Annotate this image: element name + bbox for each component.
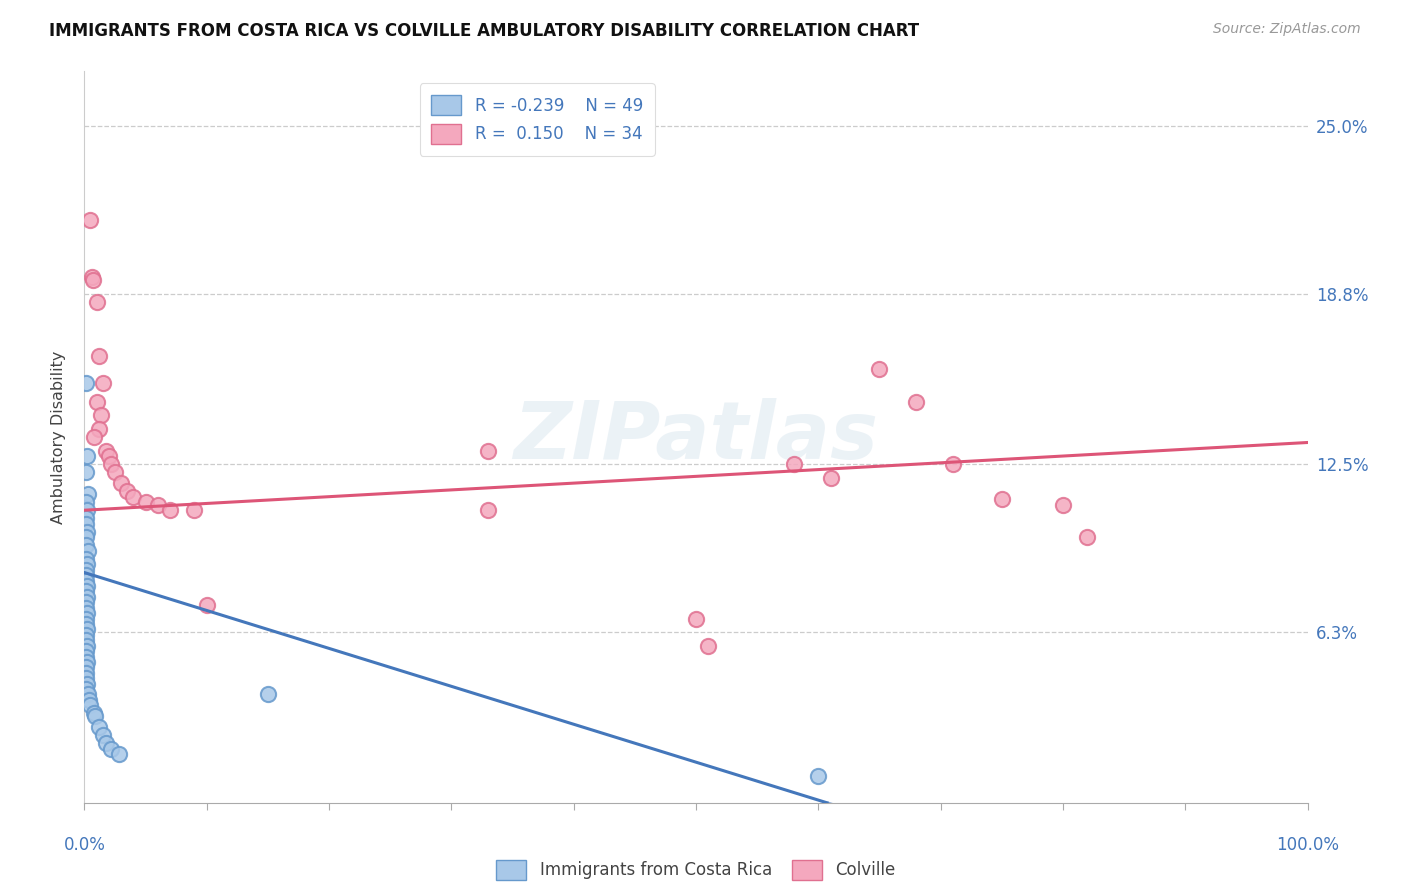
Point xyxy=(195,598,218,612)
Point xyxy=(75,665,97,680)
Point xyxy=(77,487,100,501)
Point xyxy=(75,671,97,685)
Point xyxy=(75,538,97,552)
Point xyxy=(75,660,97,674)
Point xyxy=(91,728,114,742)
Text: 100.0%: 100.0% xyxy=(1277,836,1339,854)
Point xyxy=(76,639,98,653)
Text: Source: ZipAtlas.com: Source: ZipAtlas.com xyxy=(1213,22,1361,37)
Point xyxy=(820,471,842,485)
Point xyxy=(87,349,110,363)
Point xyxy=(1052,498,1074,512)
Legend: Immigrants from Costa Rica, Colville: Immigrants from Costa Rica, Colville xyxy=(488,851,904,888)
Point xyxy=(76,503,98,517)
Point xyxy=(75,495,97,509)
Point xyxy=(477,443,499,458)
Point xyxy=(75,628,97,642)
Point xyxy=(76,558,98,572)
Point xyxy=(135,495,157,509)
Point xyxy=(83,706,105,721)
Point xyxy=(86,294,108,309)
Point xyxy=(75,530,97,544)
Point xyxy=(75,516,97,531)
Point xyxy=(77,544,100,558)
Point xyxy=(96,443,118,458)
Point xyxy=(76,676,98,690)
Point xyxy=(76,579,98,593)
Point xyxy=(84,709,107,723)
Point xyxy=(104,465,127,479)
Point xyxy=(75,644,97,658)
Point xyxy=(91,376,114,390)
Point xyxy=(75,649,97,664)
Point xyxy=(76,524,98,539)
Point xyxy=(75,574,97,588)
Text: IMMIGRANTS FROM COSTA RICA VS COLVILLE AMBULATORY DISABILITY CORRELATION CHART: IMMIGRANTS FROM COSTA RICA VS COLVILLE A… xyxy=(49,22,920,40)
Point xyxy=(77,688,100,702)
Point xyxy=(685,611,707,625)
Point xyxy=(75,465,97,479)
Point xyxy=(90,409,112,423)
Point xyxy=(86,395,108,409)
Point xyxy=(1076,530,1098,544)
Point xyxy=(75,617,97,632)
Point xyxy=(75,568,97,582)
Point xyxy=(107,747,129,761)
Point xyxy=(75,563,97,577)
Point xyxy=(75,552,97,566)
Point xyxy=(100,457,122,471)
Point xyxy=(76,590,98,604)
Text: ZIPatlas: ZIPatlas xyxy=(513,398,879,476)
Point xyxy=(183,503,205,517)
Point xyxy=(100,741,122,756)
Point xyxy=(807,769,830,783)
Point xyxy=(82,273,104,287)
Point xyxy=(97,449,120,463)
Point xyxy=(76,623,98,637)
Point xyxy=(991,492,1014,507)
Point xyxy=(76,606,98,620)
Point xyxy=(75,376,97,390)
Point xyxy=(87,422,110,436)
Point xyxy=(697,639,720,653)
Point xyxy=(87,720,110,734)
Point xyxy=(96,736,118,750)
Point xyxy=(76,655,98,669)
Point xyxy=(75,595,97,609)
Point xyxy=(122,490,145,504)
Point xyxy=(869,362,891,376)
Point xyxy=(905,395,928,409)
Point xyxy=(75,600,97,615)
Point xyxy=(75,611,97,625)
Point xyxy=(79,213,101,227)
Point xyxy=(115,484,138,499)
Point xyxy=(477,503,499,517)
Y-axis label: Ambulatory Disability: Ambulatory Disability xyxy=(51,351,66,524)
Point xyxy=(83,430,105,444)
Point xyxy=(76,449,98,463)
Point xyxy=(257,688,280,702)
Point xyxy=(75,681,97,696)
Point xyxy=(77,693,100,707)
Point xyxy=(75,511,97,525)
Point xyxy=(75,584,97,599)
Point xyxy=(159,503,181,517)
Point xyxy=(146,498,169,512)
Point xyxy=(75,633,97,648)
Point xyxy=(80,270,103,285)
Point xyxy=(110,476,132,491)
Text: 0.0%: 0.0% xyxy=(63,836,105,854)
Point xyxy=(783,457,806,471)
Point xyxy=(942,457,965,471)
Point xyxy=(79,698,101,713)
